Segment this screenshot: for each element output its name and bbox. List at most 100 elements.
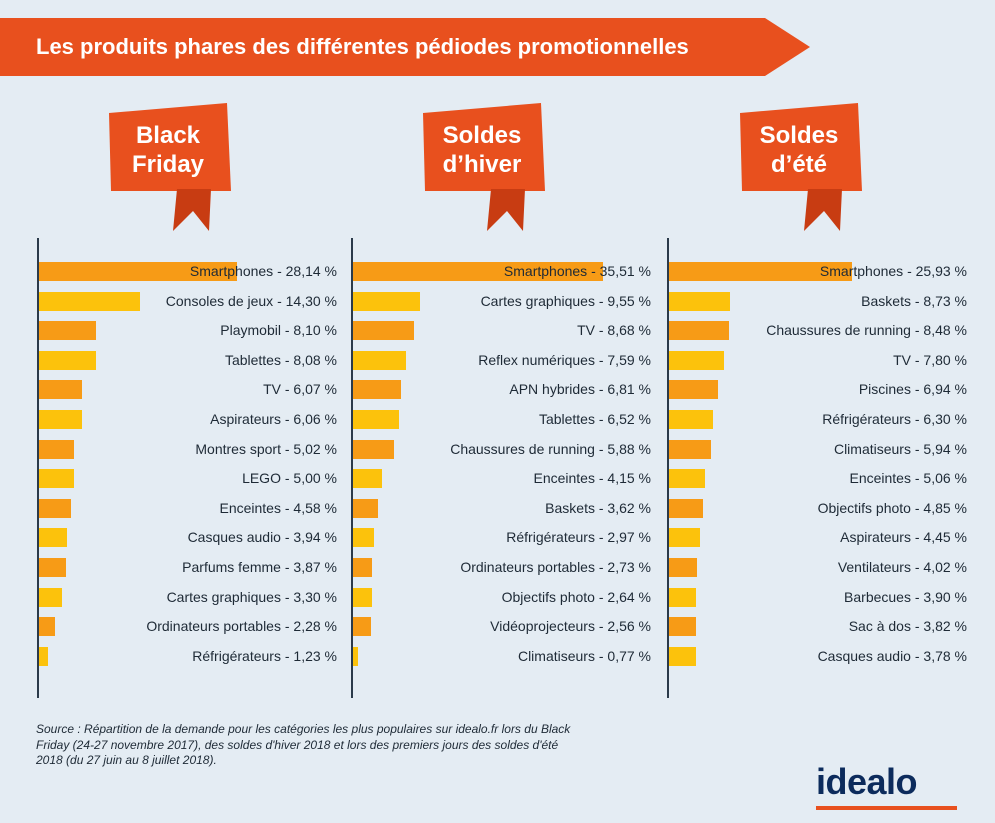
axis-line — [37, 238, 39, 698]
bar — [39, 439, 75, 459]
bar — [669, 558, 698, 577]
bar-label: Objectifs photo - 2,64 % — [501, 588, 651, 605]
bar-label: Tablettes - 8,08 % — [224, 351, 337, 368]
title-banner: Les produits phares des différentes pédi… — [0, 18, 810, 76]
bar-label: Tablettes - 6,52 % — [538, 411, 651, 427]
flag-title: Soldes d’hiver — [442, 122, 522, 178]
bar-label: Ordinateurs portables - 2,73 % — [460, 559, 651, 575]
bar-label: APN hybrides - 6,81 % — [509, 381, 651, 398]
bar — [669, 646, 696, 666]
bar — [669, 498, 704, 518]
bar — [39, 321, 97, 341]
bar-label: LEGO - 5,00 % — [242, 470, 337, 487]
bar — [39, 262, 238, 281]
bar — [669, 528, 701, 548]
chart-soldes-hiver: Smartphones - 35,51 % Cartes graphiques -… — [351, 238, 651, 698]
bar-label: Ordinateurs portables - 2,28 % — [146, 618, 337, 635]
bar — [39, 380, 82, 400]
bar — [353, 587, 372, 607]
bar-label: Casques audio - 3,78 % — [817, 647, 967, 664]
bar-label: Climatiseurs - 0,77 % — [517, 647, 651, 664]
bar-label: TV - 6,07 % — [263, 381, 337, 398]
bar — [669, 350, 724, 370]
chart-black-friday: Smartphones - 28,14 % Consoles de jeux - … — [37, 238, 337, 698]
bar-label: Baskets - 8,73 % — [861, 292, 967, 309]
axis-line — [351, 238, 353, 698]
bar — [669, 587, 697, 607]
bar — [353, 291, 421, 311]
bar-label: Smartphones - 35,51 % — [503, 263, 651, 279]
bar — [669, 469, 705, 489]
bar-label: Casques audio - 3,94 % — [187, 529, 337, 546]
bar-label: Aspirateurs - 4,45 % — [840, 529, 967, 546]
bar — [669, 617, 696, 637]
bar — [39, 469, 75, 489]
bar — [353, 558, 373, 577]
page-title: Les produits phares des différentes pédi… — [36, 34, 689, 59]
bar-label: TV - 7,80 % — [893, 351, 967, 368]
bar — [39, 587, 63, 607]
bar — [353, 350, 407, 370]
bar-label: Aspirateurs - 6,06 % — [210, 411, 337, 427]
flag-soldes-ete: Soldes d’été — [740, 103, 870, 233]
bar — [39, 617, 56, 637]
flag-title: Black Friday — [131, 122, 205, 178]
bar-label: Barbecues - 3,90 % — [844, 588, 967, 605]
bar-label: Objectifs photo - 4,85 % — [817, 499, 967, 516]
bar-label: Smartphones - 28,14 % — [189, 263, 337, 279]
bar — [353, 617, 372, 637]
bar — [353, 646, 359, 666]
flag-title: Soldes d’été — [759, 122, 839, 178]
bar — [669, 262, 852, 281]
bar — [353, 528, 374, 548]
bar-label: Ventilateurs - 4,02 % — [837, 559, 967, 575]
bar — [39, 558, 67, 577]
idealo-logo: idealo — [816, 761, 918, 802]
flag-shape — [109, 103, 231, 231]
bar-label: Baskets - 3,62 % — [545, 499, 651, 516]
bar-label: TV - 8,68 % — [577, 322, 651, 339]
bar-label: Parfums femme - 3,87 % — [182, 559, 337, 575]
bar — [669, 439, 711, 459]
bar — [39, 410, 82, 429]
bar-label: Reflex numériques - 7,59 % — [478, 351, 651, 368]
source-note: Source : Répartition de la demande pour … — [36, 722, 571, 767]
logo-underline — [816, 806, 957, 810]
bar — [353, 410, 399, 429]
bar-label: Piscines - 6,94 % — [858, 381, 967, 398]
flag-shape — [740, 103, 862, 231]
axis-line — [667, 238, 669, 698]
flag-shape — [423, 103, 545, 231]
bar-label: Climatiseurs - 5,94 % — [833, 440, 967, 457]
bar-label: Playmobil - 8,10 % — [220, 322, 337, 339]
bar — [39, 350, 96, 370]
bar — [353, 321, 415, 341]
bar-label: Enceintes - 4,15 % — [533, 470, 651, 487]
bar — [39, 646, 48, 666]
flag-soldes-hiver: Soldes d’hiver — [423, 103, 553, 233]
bar — [39, 498, 72, 518]
chart-soldes-ete: Smartphones - 25,93 % Baskets - 8,73 % Cha… — [667, 238, 967, 698]
bar — [669, 380, 718, 400]
bar — [39, 528, 67, 548]
bar-label: Enceintes - 4,58 % — [219, 499, 337, 516]
bar-label: Réfrigérateurs - 1,23 % — [192, 647, 337, 664]
bar-label: Chaussures de running - 5,88 % — [450, 440, 651, 457]
bar — [669, 410, 714, 429]
bar-label: Réfrigérateurs - 6,30 % — [822, 411, 967, 427]
bar-label: Vidéoprojecteurs - 2,56 % — [490, 618, 651, 635]
bar — [353, 262, 603, 281]
bar — [353, 469, 383, 489]
bar-label: Montres sport - 5,02 % — [195, 440, 337, 457]
bar-label: Chaussures de running - 8,48 % — [766, 322, 967, 339]
bar — [39, 291, 140, 311]
bar-label: Smartphones - 25,93 % — [819, 263, 967, 279]
bar — [669, 291, 731, 311]
bar — [353, 380, 401, 400]
bar — [669, 321, 729, 341]
bar — [353, 498, 379, 518]
bar-label: Sac à dos - 3,82 % — [848, 618, 967, 635]
bar-label: Cartes graphiques - 9,55 % — [480, 292, 651, 309]
bar-label: Consoles de jeux - 14,30 % — [165, 292, 337, 309]
flag-black-friday: Black Friday — [109, 103, 239, 233]
